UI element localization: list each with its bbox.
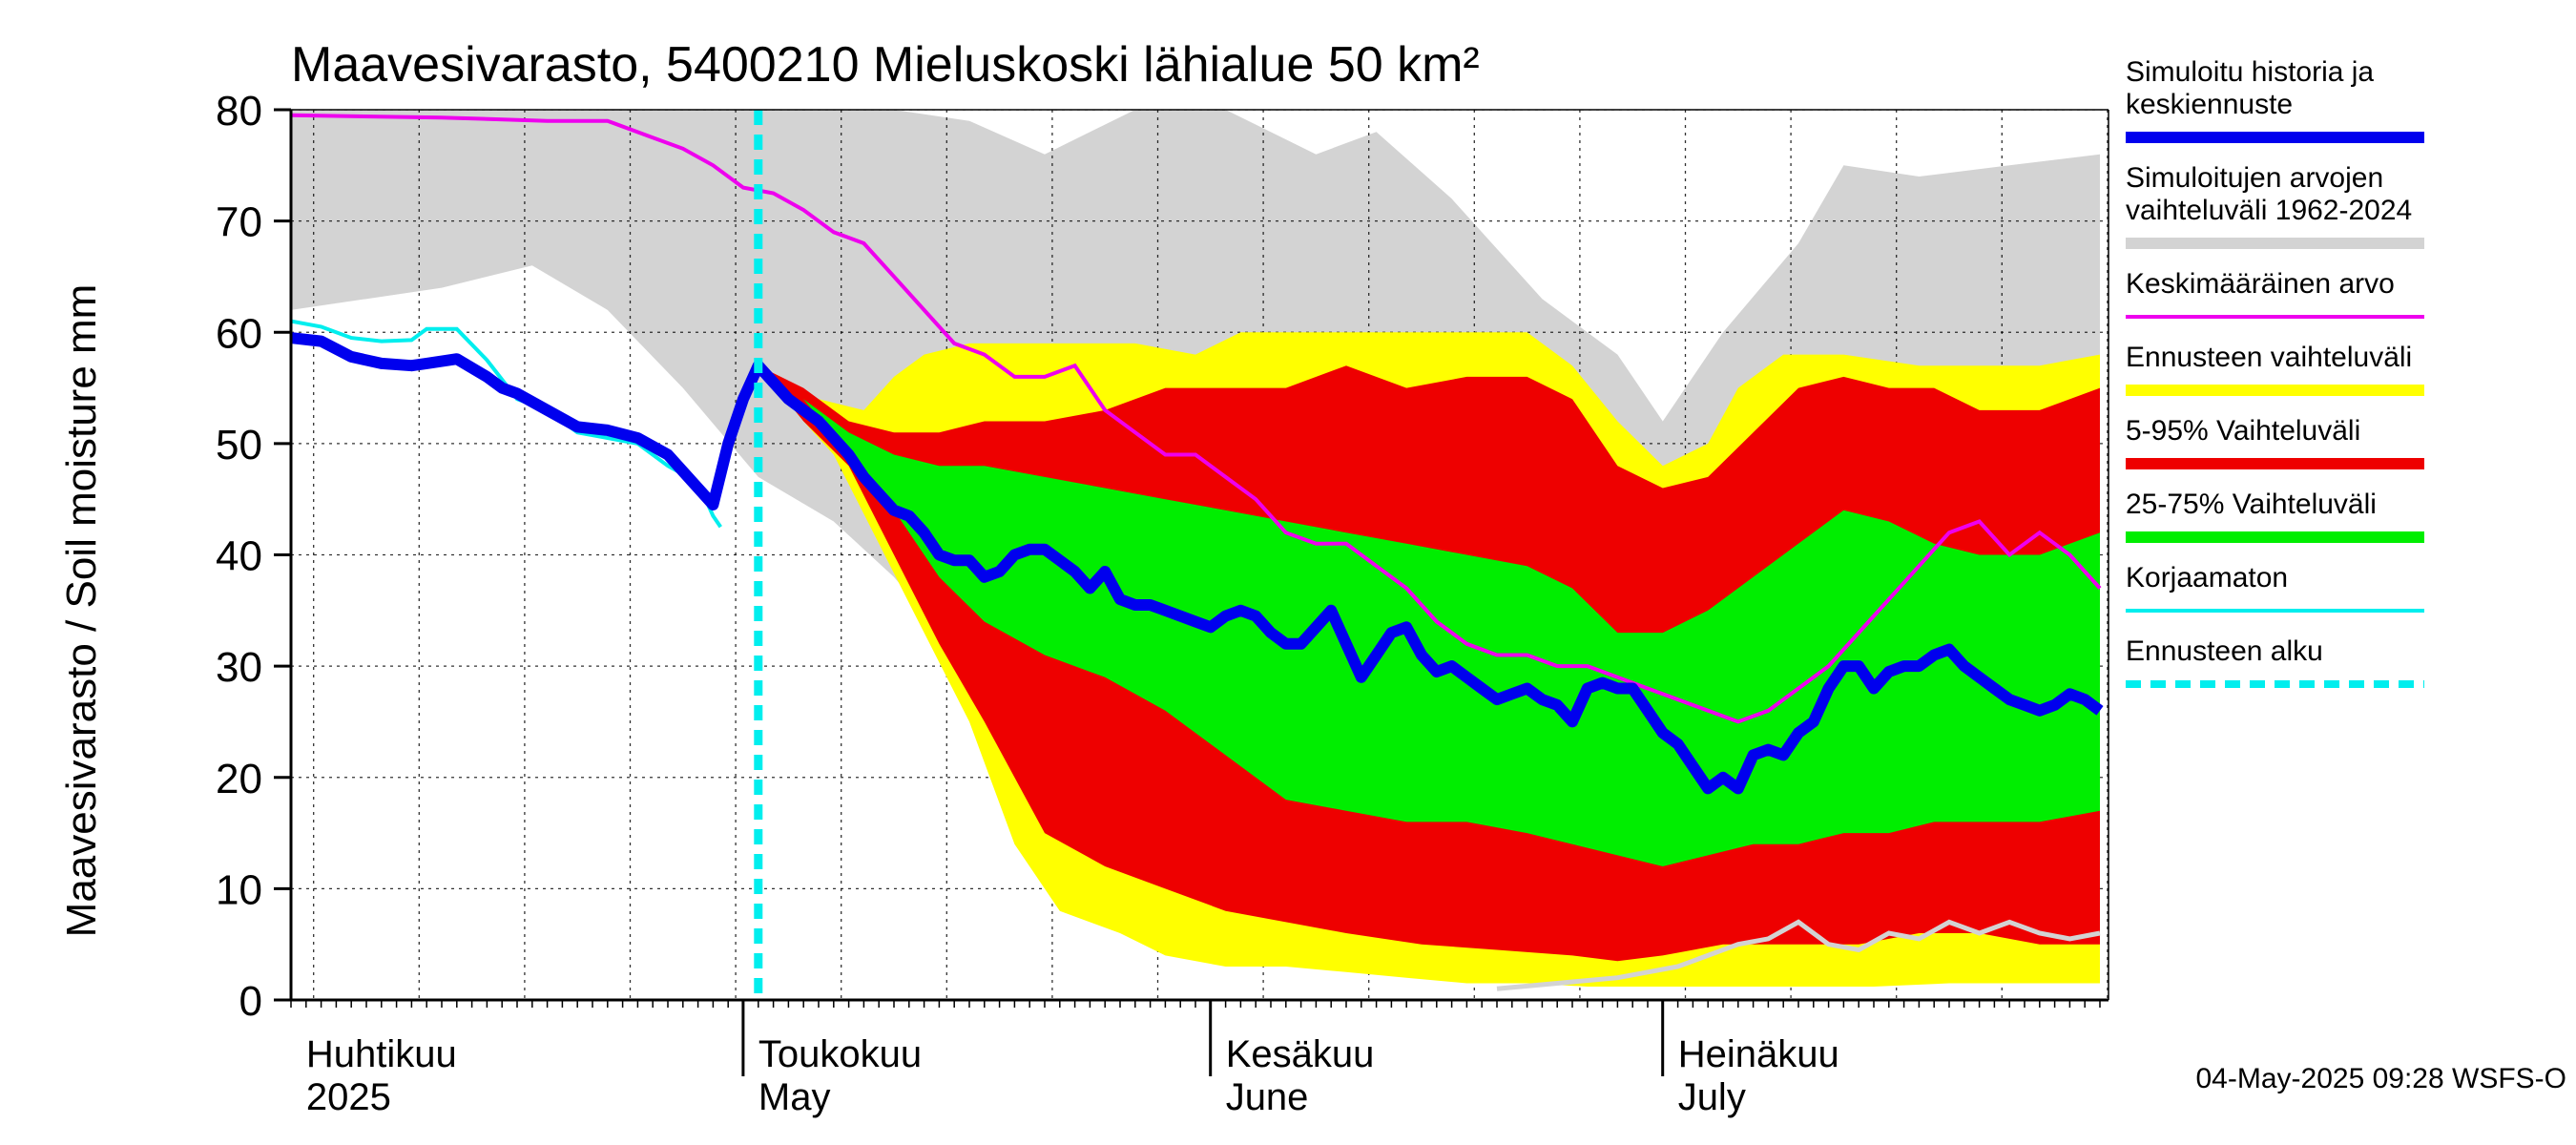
minimum-trace-line [1496, 919, 2101, 991]
month-label-en: 2025 [306, 1076, 391, 1118]
y-tick-label: 10 [216, 866, 262, 913]
month-label-en: July [1678, 1076, 1746, 1118]
legend-label: 25-75% Vaihteluväli [2126, 489, 2377, 520]
legend-label: 5-95% Vaihteluväli [2126, 415, 2360, 447]
legend-item: 5-95% Vaihteluväli [2126, 415, 2424, 469]
y-tick-label: 0 [239, 978, 262, 1025]
legend-label: Ennusteen vaihteluväli [2126, 342, 2412, 373]
plot-marks [291, 110, 2109, 1000]
month-label-fi: Kesäkuu [1226, 1033, 1375, 1075]
plot-area [291, 110, 2109, 1000]
chart-title: Maavesivarasto, 5400210 Mieluskoski lähi… [291, 37, 1480, 93]
y-tick-label: 40 [216, 533, 262, 580]
legend-label: Simuloitu historia ja [2126, 56, 2374, 88]
legend: Simuloitu historia jakeskiennusteSimuloi… [2126, 56, 2424, 688]
month-label-fi: Toukokuu [758, 1033, 922, 1075]
legend-label: Simuloitujen arvojen [2126, 162, 2383, 194]
legend-label: keskiennuste [2126, 89, 2293, 120]
legend-item: Ennusteen vaihteluväli [2126, 342, 2424, 396]
month-label-fi: Huhtikuu [306, 1033, 457, 1075]
mean-value-line [291, 113, 2102, 724]
y-tick-label: 70 [216, 199, 262, 246]
legend-label: Keskimääräinen arvo [2126, 268, 2395, 300]
y-tick-label: 50 [216, 422, 262, 468]
y-tick-label: 60 [216, 310, 262, 357]
y-axis-label: Maavesivarasto / Soil moisture mm [58, 284, 105, 938]
legend-item: Korjaamaton [2126, 562, 2424, 613]
legend-label: vaihteluväli 1962-2024 [2126, 195, 2412, 226]
y-tick-label: 20 [216, 756, 262, 802]
legend-item: 25-75% Vaihteluväli [2126, 489, 2424, 543]
legend-item: Ennusteen alku [2126, 635, 2424, 688]
y-tick-label: 30 [216, 644, 262, 691]
month-label-fi: Heinäkuu [1678, 1033, 1839, 1075]
simulated-median-line [291, 332, 2104, 795]
y-tick-label: 80 [216, 88, 262, 135]
month-label-en: May [758, 1076, 831, 1118]
legend-label: Korjaamaton [2126, 562, 2288, 593]
legend-label: Ennusteen alku [2126, 635, 2323, 667]
timestamp-footer: 04-May-2025 09:28 WSFS-O [2196, 1063, 2567, 1094]
legend-item: Keskimääräinen arvo [2126, 268, 2424, 319]
month-label-en: June [1226, 1076, 1309, 1118]
